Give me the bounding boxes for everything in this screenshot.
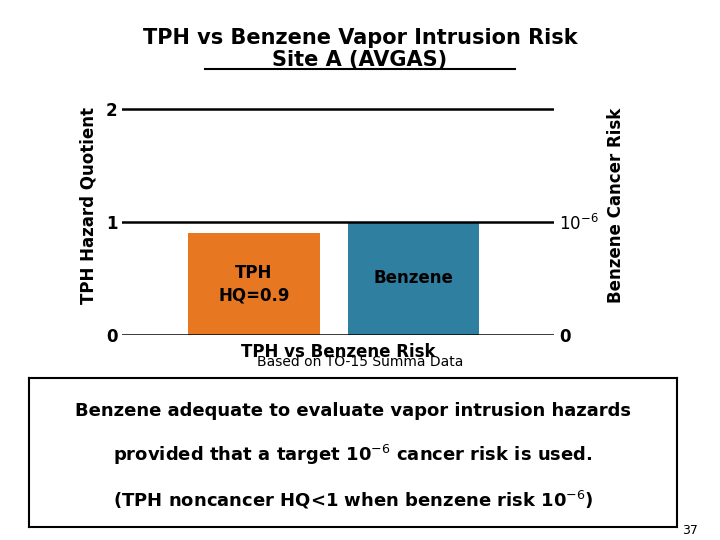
Text: Benzene adequate to evaluate vapor intrusion hazards: Benzene adequate to evaluate vapor intru… <box>75 402 631 420</box>
Y-axis label: TPH Hazard Quotient: TPH Hazard Quotient <box>80 107 98 303</box>
Y-axis label: Benzene Cancer Risk: Benzene Cancer Risk <box>607 107 625 303</box>
Text: Based on TO-15 Summa Data: Based on TO-15 Summa Data <box>257 355 463 369</box>
Bar <box>348 222 480 335</box>
Text: Benzene: Benzene <box>374 269 454 287</box>
X-axis label: TPH vs Benzene Risk: TPH vs Benzene Risk <box>241 343 436 361</box>
Text: Site A (AVGAS): Site A (AVGAS) <box>272 50 448 71</box>
Text: TPH vs Benzene Vapor Intrusion Risk: TPH vs Benzene Vapor Intrusion Risk <box>143 28 577 48</box>
Bar <box>188 233 320 335</box>
Text: TPH
HQ=0.9: TPH HQ=0.9 <box>218 264 289 304</box>
Text: 37: 37 <box>683 524 698 537</box>
Text: (TPH noncancer HQ<1 when benzene risk 10$^{-6}$): (TPH noncancer HQ<1 when benzene risk 10… <box>112 489 593 511</box>
Text: provided that a target 10$^{-6}$ cancer risk is used.: provided that a target 10$^{-6}$ cancer … <box>113 443 593 467</box>
